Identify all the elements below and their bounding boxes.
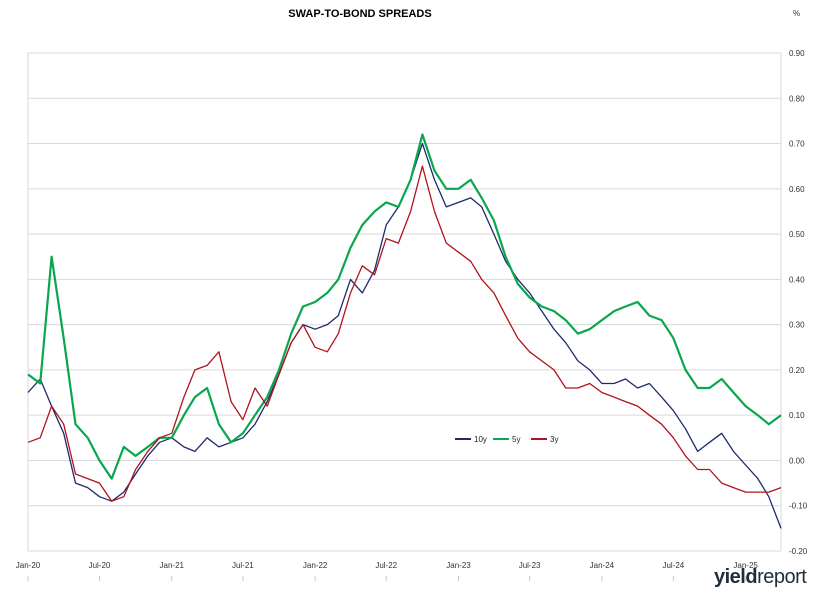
unit-label: %	[793, 9, 801, 18]
y-tick-label: 0.50	[789, 230, 805, 239]
axes	[27, 52, 782, 581]
y-tick-label: 0.40	[789, 275, 805, 284]
x-tick-label: Jan-25	[733, 561, 758, 570]
x-tick-label: Jan-24	[590, 561, 615, 570]
legend: 10y 5y 3y	[455, 435, 558, 444]
y-tick-label: 0.80	[789, 94, 805, 103]
y-tick-label: 0.30	[789, 321, 805, 330]
grid-lines	[28, 52, 781, 552]
y-tick-label: 0.10	[789, 411, 805, 420]
legend-label: 10y	[474, 435, 487, 444]
x-tick-label: Jul-22	[375, 561, 397, 570]
series-line-3y	[27, 165, 782, 502]
y-tick-label: 0.20	[789, 366, 805, 375]
plot-area	[27, 52, 782, 552]
brand-logo: yieldreport	[714, 566, 807, 589]
y-tick-label: 0.00	[789, 456, 805, 465]
chart-title: SWAP-TO-BOND SPREADS	[288, 8, 432, 20]
x-tick-label: Jan-22	[303, 561, 328, 570]
series-lines	[27, 133, 782, 529]
series-line-10y	[27, 142, 782, 529]
x-tick-label: Jan-23	[446, 561, 471, 570]
legend-label: 5y	[512, 435, 520, 444]
x-tick-label: Jan-21	[160, 561, 185, 570]
y-tick-label: -0.10	[789, 502, 808, 511]
y-tick-label: 0.70	[789, 140, 805, 149]
tick-labels: 0.90 0.80 0.70 0.60 0.50 0.40 0.30 0.20 0.10 0.00…	[16, 49, 808, 570]
y-tick-label: -0.20	[789, 547, 808, 556]
x-tick-label: Jul-20	[89, 561, 111, 570]
brand-part-1: yield	[714, 566, 758, 588]
brand-part-2: report	[757, 566, 807, 588]
y-tick-label: 0.60	[789, 185, 805, 194]
x-tick-label: Jul-21	[232, 561, 254, 570]
y-tick-label: 0.90	[789, 49, 805, 58]
x-tick-label: Jan-20	[16, 561, 41, 570]
x-tick-label: Jul-23	[519, 561, 541, 570]
legend-label: 3y	[550, 435, 558, 444]
x-tick-label: Jul-24	[662, 561, 684, 570]
series-line-5y	[27, 133, 782, 480]
